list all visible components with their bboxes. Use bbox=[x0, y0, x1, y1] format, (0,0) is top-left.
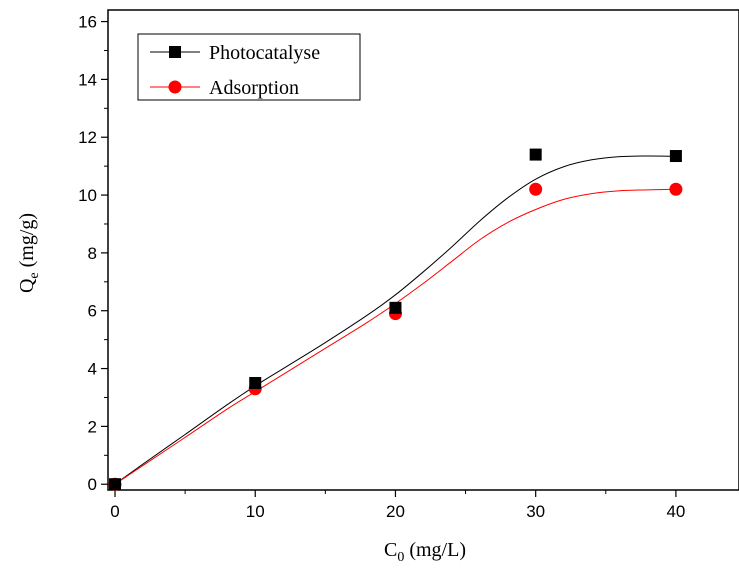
point-photocatalyse bbox=[109, 478, 122, 491]
x-tick-label: 30 bbox=[526, 502, 545, 521]
y-tick-label: 16 bbox=[78, 13, 97, 32]
x-axis-title: C0 (mg/L) bbox=[384, 539, 466, 565]
legend-marker-adsorption bbox=[168, 80, 182, 94]
point-adsorption bbox=[669, 182, 683, 196]
y-tick-label: 12 bbox=[78, 128, 97, 147]
point-photocatalyse bbox=[529, 148, 542, 161]
y-tick-label: 4 bbox=[88, 360, 97, 379]
x-axis-title-sub: 0 bbox=[397, 550, 404, 565]
legend-label-adsorption: Adsorption bbox=[209, 77, 299, 99]
x-tick-label: 0 bbox=[110, 502, 119, 521]
fit-lines bbox=[114, 155, 676, 485]
y-tick-label: 0 bbox=[88, 475, 97, 494]
x-tick-labels: 0 10 20 30 40 bbox=[110, 502, 685, 521]
y-axis-title-sub: e bbox=[27, 272, 42, 278]
point-adsorption bbox=[529, 182, 543, 196]
x-tick-label: 10 bbox=[246, 502, 265, 521]
y-tick-label: 6 bbox=[88, 302, 97, 321]
x-tick-label: 20 bbox=[386, 502, 405, 521]
y-tick-label: 8 bbox=[88, 244, 97, 263]
point-photocatalyse bbox=[389, 301, 402, 314]
y-tick-label: 2 bbox=[88, 417, 97, 436]
point-photocatalyse bbox=[249, 377, 262, 390]
x-axis-title-main: C bbox=[384, 539, 397, 561]
fit-line-adsorption bbox=[114, 188, 676, 485]
y-tick-labels: 0 2 4 6 8 10 12 14 16 bbox=[78, 13, 97, 495]
minor-ticks bbox=[104, 49, 607, 494]
legend-marker-photocatalyse bbox=[169, 46, 181, 58]
data-markers bbox=[108, 148, 683, 491]
x-axis-title-rest: (mg/L) bbox=[404, 539, 466, 561]
y-tick-label: 10 bbox=[78, 186, 97, 205]
point-photocatalyse bbox=[669, 150, 682, 163]
legend-label-photocatalyse: Photocatalyse bbox=[209, 42, 320, 64]
y-axis-title-main: Q bbox=[16, 278, 38, 293]
fit-line-photocatalyse bbox=[114, 155, 676, 485]
y-axis-title: Qe (mg/g) bbox=[16, 213, 42, 293]
y-tick-label: 14 bbox=[78, 70, 97, 89]
legend: Photocatalyse Adsorption bbox=[137, 33, 361, 101]
major-ticks bbox=[101, 20, 677, 497]
x-tick-label: 40 bbox=[666, 502, 685, 521]
plot-frame bbox=[107, 9, 739, 491]
y-axis-title-rest: (mg/g) bbox=[16, 213, 38, 272]
